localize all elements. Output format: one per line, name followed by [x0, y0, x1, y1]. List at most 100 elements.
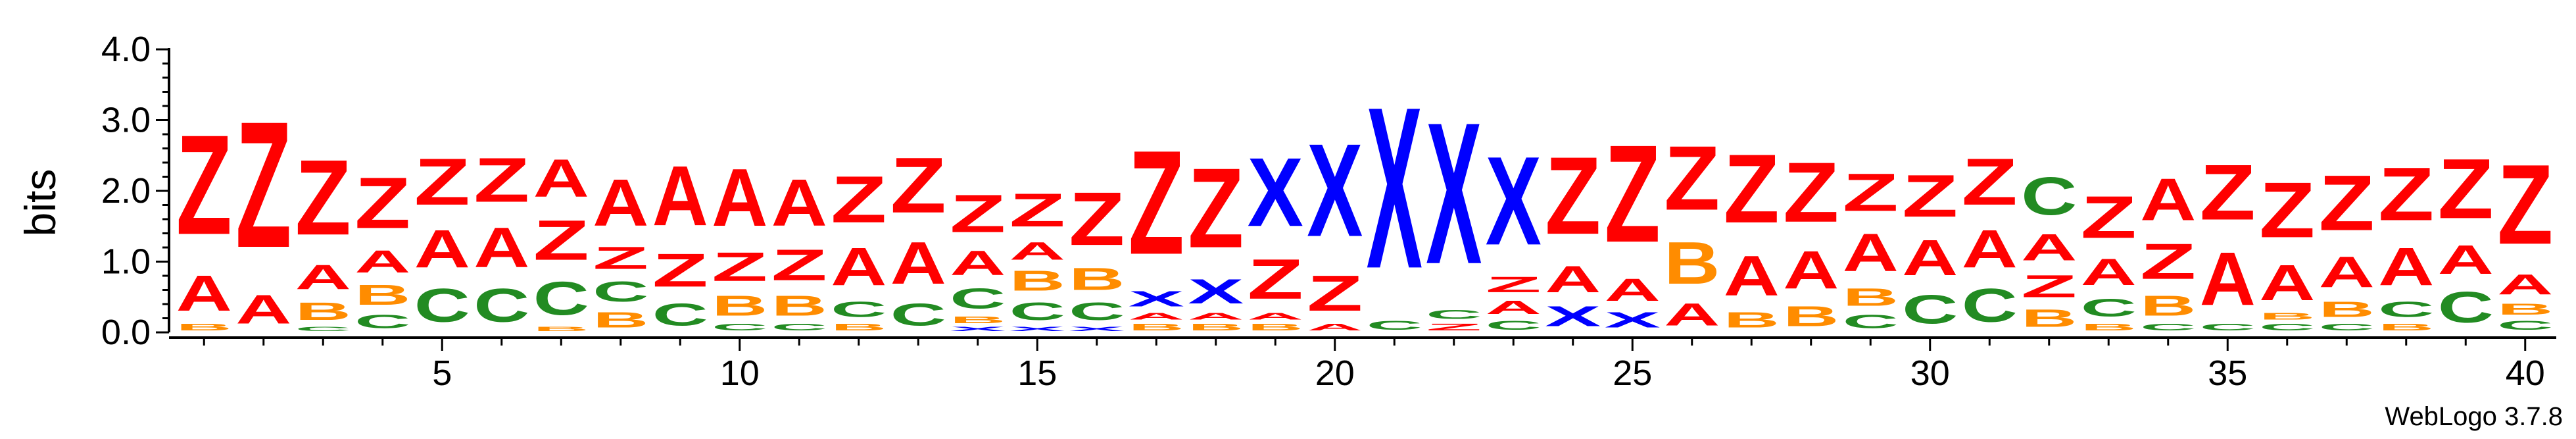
glyph-a: A	[2438, 237, 2494, 283]
glyph-b: B	[950, 315, 1006, 325]
logo-column-22: ZCX	[1426, 80, 1482, 332]
glyph-z: Z	[2200, 148, 2256, 237]
glyph-b: B	[354, 279, 410, 311]
glyph-z: Z	[1188, 145, 1244, 272]
glyph-z: Z	[1605, 116, 1661, 271]
glyph-b: B	[295, 297, 351, 325]
glyph-b: B	[2378, 322, 2434, 332]
glyph-z: Z	[1129, 119, 1184, 286]
x-tick-label: 15	[1017, 353, 1057, 393]
glyph-c: C	[2378, 297, 2434, 322]
glyph-c: C	[1486, 318, 1542, 332]
glyph-c: C	[2021, 167, 2077, 226]
glyph-z: Z	[533, 208, 589, 272]
glyph-b: B	[2140, 290, 2196, 321]
glyph-z: Z	[652, 244, 708, 297]
glyph-a: A	[2021, 226, 2077, 269]
glyph-z: Z	[1783, 144, 1839, 240]
glyph-b: B	[1724, 308, 1780, 332]
glyph-x: X	[1307, 116, 1363, 265]
glyph-z: Z	[1843, 163, 1899, 223]
glyph-z: Z	[950, 184, 1006, 244]
glyph-a: A	[652, 149, 708, 244]
glyph-a: A	[1486, 297, 1542, 318]
glyph-z: Z	[1545, 134, 1601, 257]
logo-column-2: AZ	[235, 84, 291, 332]
glyph-a: A	[533, 149, 589, 209]
glyph-c: C	[712, 322, 767, 332]
x-tick-label: 5	[432, 353, 452, 393]
glyph-c: C	[295, 325, 351, 332]
glyph-z: Z	[295, 138, 351, 258]
glyph-z: Z	[1664, 128, 1720, 230]
glyph-c: C	[950, 283, 1006, 315]
glyph-c: C	[1962, 279, 2018, 332]
logo-column-1: BAZ	[176, 105, 232, 332]
glyph-b: B	[1664, 230, 1720, 297]
glyph-a: A	[771, 167, 827, 240]
glyph-c: C	[2140, 322, 2196, 332]
glyph-b: B	[2259, 311, 2315, 322]
logo-column-20: AZX	[1307, 116, 1363, 332]
glyph-z: Z	[1902, 162, 1958, 229]
glyph-b: B	[712, 290, 767, 321]
glyph-z: Z	[235, 84, 291, 285]
glyph-z: Z	[1962, 145, 2018, 219]
logo-column-9: CZA	[652, 149, 708, 332]
glyph-z: Z	[2140, 233, 2196, 290]
glyph-z: Z	[1009, 184, 1065, 237]
weblogo-credit: WebLogo 3.7.8	[2385, 402, 2563, 431]
glyph-x: X	[1129, 286, 1184, 311]
glyph-a: A	[2259, 255, 2315, 311]
axes: 0.0 1.0 2.0 3.0 4.0 5 10 15 20 25 30 35 40	[101, 30, 2556, 393]
glyph-a: A	[1962, 219, 2018, 279]
glyph-a: A	[2497, 269, 2553, 300]
glyph-x: X	[1248, 138, 1303, 247]
glyph-x: X	[1069, 325, 1125, 332]
glyph-a: A	[2319, 247, 2375, 297]
glyph-z: Z	[771, 240, 827, 290]
glyph-c: C	[1843, 311, 1899, 332]
glyph-a: A	[295, 258, 351, 297]
y-tick-label: 1.0	[101, 242, 151, 282]
glyph-z: Z	[831, 162, 887, 236]
x-tick-label: 30	[1910, 353, 1950, 393]
logo-column-5: CAZ	[414, 145, 470, 332]
glyph-b: B	[2081, 322, 2137, 332]
glyph-c: C	[890, 297, 946, 332]
glyph-b: B	[533, 325, 589, 332]
glyph-b: B	[1069, 262, 1125, 297]
glyph-a: A	[1783, 240, 1839, 300]
x-tick-label: 10	[720, 353, 760, 393]
glyph-b: B	[1009, 265, 1065, 297]
glyph-x: X	[1605, 307, 1661, 332]
y-tick-label: 2.0	[101, 171, 151, 211]
glyph-a: A	[1902, 230, 1958, 286]
glyph-c: C	[771, 322, 827, 332]
glyph-z: Z	[2378, 152, 2434, 237]
glyph-a: A	[1129, 311, 1184, 322]
glyph-b: B	[1188, 322, 1244, 332]
glyph-a: A	[1724, 244, 1780, 307]
glyph-z: Z	[890, 141, 946, 230]
glyph-z: Z	[1307, 265, 1363, 321]
glyph-x: X	[1426, 80, 1482, 307]
logo-column-30: CAZ	[1902, 162, 1958, 332]
glyph-z: Z	[2438, 141, 2494, 236]
y-axis-label: bits	[16, 169, 64, 237]
glyph-x: X	[950, 325, 1006, 332]
glyph-x: X	[1545, 301, 1601, 332]
glyph-c: C	[2319, 322, 2375, 332]
